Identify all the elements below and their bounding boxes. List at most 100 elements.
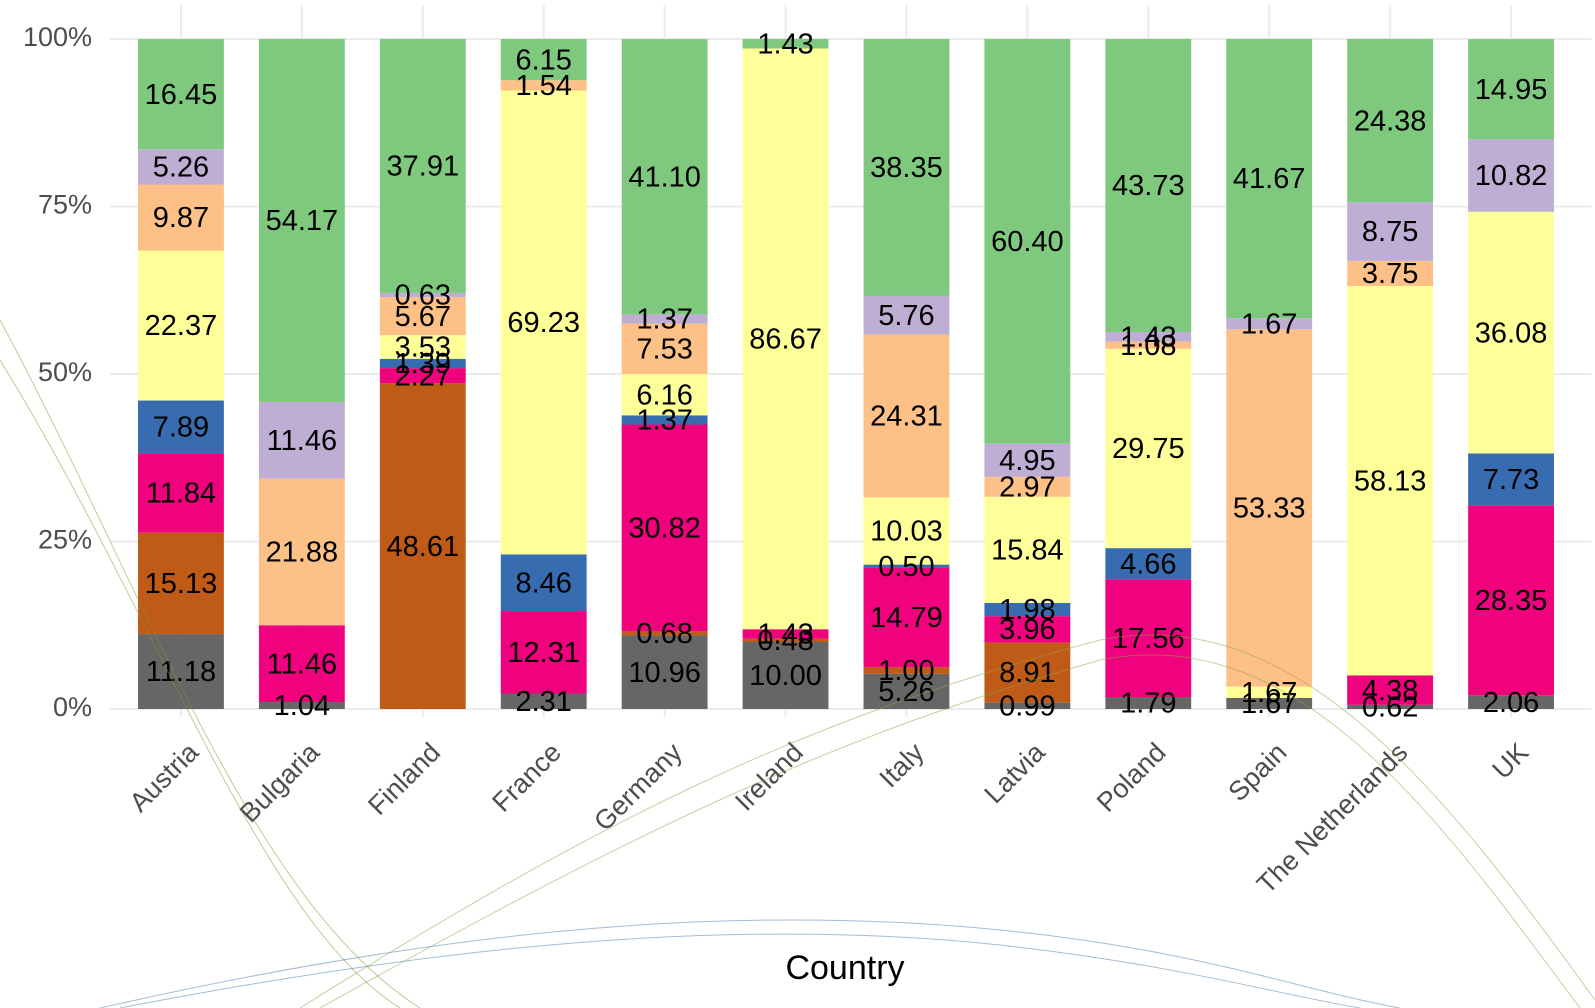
bar-segment xyxy=(621,39,708,315)
bar-segment xyxy=(1105,697,1192,709)
bar-segment xyxy=(379,38,466,293)
data-label: 16.45 xyxy=(145,79,218,111)
x-axis-title: Country xyxy=(785,949,904,987)
data-label: 3.53 xyxy=(395,332,451,364)
data-label: 6.16 xyxy=(636,379,692,411)
bar-segment xyxy=(1105,548,1192,580)
data-label: 5.76 xyxy=(878,300,934,332)
data-label: 1.43 xyxy=(1120,321,1176,353)
data-label: 4.38 xyxy=(1362,675,1418,707)
data-label: 6.15 xyxy=(515,44,571,76)
bar-segment xyxy=(863,334,950,498)
bar-segment xyxy=(1105,348,1192,549)
bar-segment xyxy=(138,400,224,454)
bar-segment xyxy=(863,564,950,568)
bar-segment xyxy=(258,625,345,703)
bar-segment xyxy=(621,631,708,636)
data-label: 8.91 xyxy=(999,657,1055,689)
data-label: 15.13 xyxy=(145,568,218,600)
x-tick-label: Italy xyxy=(874,737,931,794)
data-label: 8.46 xyxy=(515,567,571,599)
bar-segment xyxy=(258,702,345,709)
bar-segment xyxy=(1347,704,1434,709)
x-tick-label: Poland xyxy=(1091,737,1172,818)
data-label: 5.67 xyxy=(395,301,451,333)
data-label: 1.79 xyxy=(1120,688,1176,720)
data-label: 8.75 xyxy=(1362,216,1418,248)
bar-segment xyxy=(1468,39,1554,140)
data-label: 1.67 xyxy=(1241,688,1297,720)
data-label: 24.38 xyxy=(1354,105,1427,137)
bar-segment xyxy=(1468,695,1554,709)
data-label: 24.31 xyxy=(870,401,943,433)
bar-segment xyxy=(379,297,466,336)
bar-segment xyxy=(1226,686,1313,698)
bar-segment xyxy=(742,38,829,49)
bar-segment xyxy=(1105,39,1192,332)
y-tick-label: 50% xyxy=(38,357,92,387)
bar-segment xyxy=(1226,697,1313,709)
bar-segment xyxy=(258,478,345,626)
bar-segment xyxy=(379,292,466,298)
bar-segment xyxy=(500,554,587,612)
data-label: 7.53 xyxy=(636,333,692,365)
data-label: 2.97 xyxy=(999,471,1055,503)
bar-segment xyxy=(742,629,829,639)
bar-segment xyxy=(500,693,587,709)
data-label: 3.75 xyxy=(1362,258,1418,290)
data-label: 86.67 xyxy=(749,324,822,356)
bar-segment xyxy=(621,635,708,709)
bar-segment xyxy=(1105,579,1192,698)
x-tick-label: Latvia xyxy=(978,736,1051,809)
data-label: 9.87 xyxy=(153,202,209,234)
y-tick-label: 100% xyxy=(23,22,92,52)
data-label: 0.48 xyxy=(757,625,813,657)
bar-segment xyxy=(138,39,224,150)
bar-segment xyxy=(1226,318,1313,330)
bar-segment xyxy=(984,496,1071,603)
data-label: 29.75 xyxy=(1112,433,1185,465)
x-tick-label: Bulgaria xyxy=(234,736,326,828)
bar-segment xyxy=(500,80,587,91)
bar-segment xyxy=(984,602,1071,617)
bar-segment xyxy=(984,443,1071,477)
data-label: 53.33 xyxy=(1233,493,1306,525)
data-label: 37.91 xyxy=(387,151,460,183)
bar-segment xyxy=(1347,202,1434,261)
x-tick-label: Finland xyxy=(362,737,446,821)
bar-segment xyxy=(742,48,829,630)
data-label: 58.13 xyxy=(1354,465,1427,497)
bar-segment xyxy=(258,38,345,402)
bar-segment xyxy=(1347,260,1434,287)
data-label: 54.17 xyxy=(266,205,339,237)
bar-segment xyxy=(1226,38,1313,319)
data-label: 4.66 xyxy=(1120,548,1176,580)
data-label: 28.35 xyxy=(1475,585,1548,617)
data-label: 1.67 xyxy=(1241,677,1297,709)
bar-segment xyxy=(863,497,950,565)
data-label: 0.99 xyxy=(999,690,1055,722)
x-tick-label: France xyxy=(486,737,567,818)
data-label: 10.00 xyxy=(749,660,822,692)
data-label: 0.63 xyxy=(395,280,451,312)
bar-segment xyxy=(621,424,708,632)
data-label: 5.26 xyxy=(153,152,209,184)
data-label: 1.54 xyxy=(515,70,571,102)
bar-segment xyxy=(984,616,1071,643)
data-label: 2.06 xyxy=(1483,687,1539,719)
data-label: 2.27 xyxy=(395,360,451,392)
bar-segment xyxy=(621,415,708,425)
data-label: 0.50 xyxy=(878,551,934,583)
bar-segment xyxy=(379,358,466,369)
bar-segment xyxy=(1468,211,1554,454)
bar-segment xyxy=(379,368,466,384)
data-label: 17.56 xyxy=(1112,623,1185,655)
bar-segment xyxy=(138,184,224,251)
data-label: 1.04 xyxy=(274,690,330,722)
bar-segment xyxy=(258,401,345,479)
data-label: 43.73 xyxy=(1112,170,1185,202)
data-label: 41.10 xyxy=(628,161,701,193)
data-label: 69.23 xyxy=(507,307,580,339)
bar-segment xyxy=(742,638,829,642)
